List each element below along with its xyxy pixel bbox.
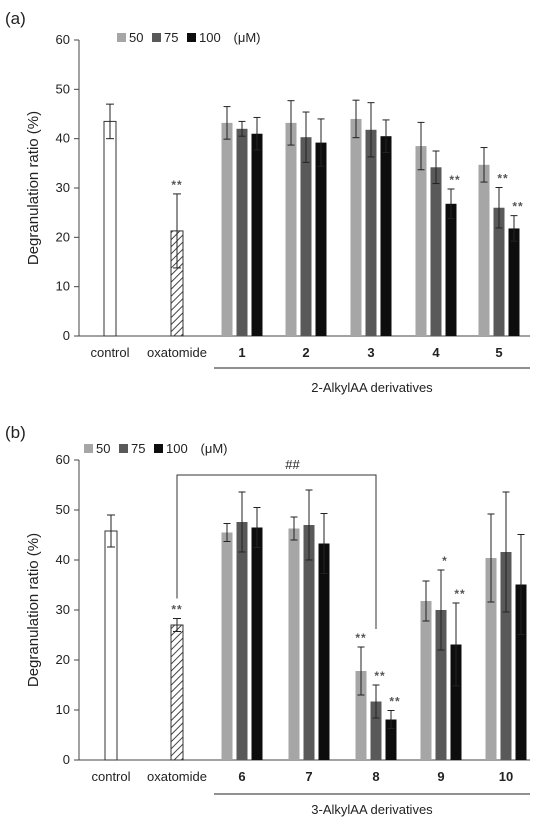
bar-2-75: [300, 137, 312, 336]
bar-10-75: [500, 552, 512, 760]
category-label-8: 8: [372, 769, 379, 784]
category-label-6: 6: [238, 769, 245, 784]
category-label-control: control: [91, 769, 130, 784]
significance-9-100: **: [454, 587, 465, 601]
significance-8-50: **: [355, 631, 366, 645]
legend-unit: (μM): [201, 441, 228, 456]
bar-5-100: [508, 228, 520, 336]
significance-oxatomide: **: [171, 178, 182, 192]
bar-7-100: [318, 543, 330, 760]
bar-10-50: [485, 558, 497, 760]
y-tick-label: 10: [56, 279, 70, 294]
y-tick-label: 40: [56, 131, 70, 146]
legend-label-50: 50: [129, 30, 143, 45]
category-label-control: control: [90, 345, 129, 360]
bar-8-50: [355, 671, 367, 760]
legend-label-75: 75: [164, 30, 178, 45]
bar-1-75: [236, 128, 248, 336]
category-label-7: 7: [305, 769, 312, 784]
bar-4-50: [415, 146, 427, 336]
bar-3-100: [380, 136, 392, 336]
chart-panel-b: (b) Degranulation ratio (%) 0 10 20 30 40 50 60 5…: [5, 423, 530, 817]
bar-8-100: [385, 719, 397, 760]
category-label-oxatomide: oxatomide: [147, 769, 207, 784]
bar-4-75: [430, 167, 442, 336]
legend-label-100: 100: [166, 441, 188, 456]
y-axis-label: Degranulation ratio (%): [25, 533, 42, 687]
bar-5-75: [493, 207, 505, 336]
y-tick-label: 50: [56, 502, 70, 517]
panel-label: (b): [5, 423, 26, 442]
group-caption: 2-AlkylAA derivatives: [311, 380, 433, 395]
y-tick-label: 30: [56, 602, 70, 617]
y-tick-label: 20: [56, 229, 70, 244]
bar-7-75: [303, 525, 315, 760]
significance-oxatomide: **: [171, 603, 182, 617]
bar-5-50: [478, 164, 490, 336]
category-label-3: 3: [367, 345, 374, 360]
category-label-oxatomide: oxatomide: [147, 345, 207, 360]
bar-3-75: [365, 129, 377, 336]
category-label-9: 9: [437, 769, 444, 784]
significance-5-75: **: [497, 172, 508, 186]
legend-swatch-100: [154, 444, 163, 453]
significance-8-75: **: [374, 669, 385, 683]
chart-panel-a: (a) Degranulation ratio (%) 0 10 20 30 40 50 60 5…: [5, 9, 530, 395]
y-tick-label: 10: [56, 702, 70, 717]
legend: 50 75 100 (μM): [117, 30, 260, 45]
legend-swatch-50: [117, 33, 126, 42]
bar-6-50: [221, 532, 233, 760]
category-label-1: 1: [238, 345, 245, 360]
significance-4-100: **: [449, 173, 460, 187]
category-label-5: 5: [495, 345, 502, 360]
legend-swatch-100: [187, 33, 196, 42]
legend-swatch-50: [84, 444, 93, 453]
bar-10-100: [515, 584, 527, 760]
category-label-10: 10: [499, 769, 513, 784]
bar-2-100: [315, 142, 327, 336]
bar-6-75: [236, 522, 248, 760]
bar-9-50: [420, 601, 432, 760]
y-tick-label: 60: [56, 452, 70, 467]
bar-8-75: [370, 701, 382, 760]
bar-1-50: [221, 122, 233, 336]
group-caption: 3-AlkylAA derivatives: [311, 802, 433, 817]
bar-7-50: [288, 528, 300, 760]
bar-1-100: [251, 133, 263, 336]
panel-label: (a): [5, 9, 26, 28]
legend-label-75: 75: [131, 441, 145, 456]
category-label-2: 2: [302, 345, 309, 360]
bracket-label: ##: [285, 457, 300, 472]
y-tick-label: 60: [56, 32, 70, 47]
legend: 50 75 100 (μM): [84, 441, 227, 456]
y-tick-label: 0: [63, 752, 70, 767]
bar-9-100: [450, 644, 462, 760]
significance-5-100: **: [512, 200, 523, 214]
bar-2-50: [285, 122, 297, 336]
bar-control: [103, 120, 117, 337]
significance-9-75: *: [442, 554, 448, 568]
y-axis-label: Degranulation ratio (%): [25, 111, 42, 265]
bar-control: [104, 530, 118, 761]
category-label-4: 4: [432, 345, 440, 360]
y-tick-label: 30: [56, 180, 70, 195]
legend-unit: (μM): [234, 30, 261, 45]
bar-3-50: [350, 118, 362, 336]
bar-oxatomide: [170, 624, 184, 761]
legend-label-100: 100: [199, 30, 221, 45]
bar-6-100: [251, 527, 263, 760]
significance-bracket: ##: [176, 457, 377, 629]
legend-swatch-75: [119, 444, 128, 453]
legend-label-50: 50: [96, 441, 110, 456]
bar-4-100: [445, 203, 457, 336]
y-tick-label: 20: [56, 652, 70, 667]
bracket-line: [176, 474, 377, 629]
legend-swatch-75: [152, 33, 161, 42]
significance-8-100: **: [389, 695, 400, 709]
y-tick-label: 50: [56, 81, 70, 96]
bar-9-75: [435, 610, 447, 760]
y-tick-label: 40: [56, 552, 70, 567]
y-tick-label: 0: [63, 328, 70, 343]
